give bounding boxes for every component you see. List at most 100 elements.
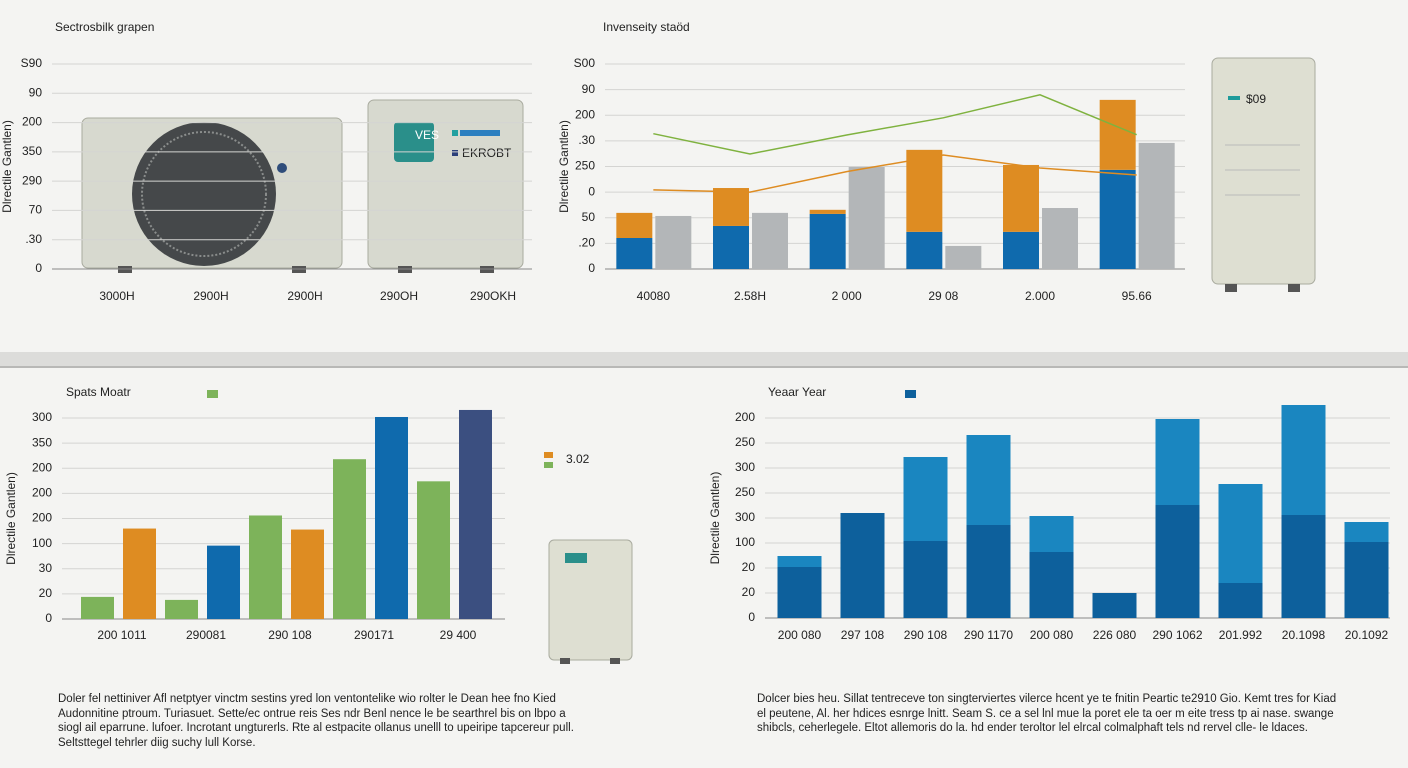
- x-tick-label: 200 1011: [97, 628, 146, 642]
- y-tick-label: 20: [742, 585, 756, 599]
- x-tick-label: 20.1098: [1282, 628, 1326, 642]
- y-tick-label: .30: [25, 232, 42, 246]
- annotation: 3.02: [566, 452, 590, 466]
- bar: [1042, 208, 1078, 269]
- bar: [809, 209, 846, 214]
- chart-title: Invenseity staöd: [603, 20, 690, 34]
- x-tick-label: 290OH: [380, 289, 418, 303]
- x-tick-label: 2900H: [287, 289, 322, 303]
- bar: [655, 215, 692, 269]
- x-tick-label: 290 108: [904, 628, 948, 642]
- y-axis-label: Dlrectile Gantlen): [4, 472, 18, 565]
- y-tick-label: 200: [575, 107, 595, 121]
- y-tick-label: 30: [39, 561, 53, 575]
- bar: [1155, 505, 1200, 618]
- y-tick-label: 200: [735, 410, 755, 424]
- bar: [906, 231, 943, 269]
- y-tick-label: 200: [32, 486, 52, 500]
- cabinet: [1211, 57, 1316, 292]
- y-tick-label: 20: [39, 586, 53, 600]
- bar: [713, 225, 749, 269]
- annotation: $09: [1246, 92, 1266, 106]
- y-tick-label: 300: [735, 510, 755, 524]
- bar: [1155, 419, 1200, 505]
- bar: [1138, 142, 1175, 269]
- x-tick-label: 290 108: [268, 628, 312, 642]
- legend-swatch: [905, 390, 916, 398]
- bar: [1003, 164, 1039, 232]
- bar: [616, 212, 653, 238]
- bar: [249, 515, 282, 619]
- y-tick-label: 0: [35, 261, 42, 275]
- y-tick-label: S90: [21, 56, 43, 70]
- bar: [1344, 542, 1389, 618]
- x-tick-label: 29 08: [928, 289, 958, 303]
- y-tick-label: 0: [748, 610, 755, 624]
- y-tick-label: 250: [735, 435, 755, 449]
- bar: [809, 213, 846, 269]
- bar: [777, 567, 822, 618]
- bar: [966, 525, 1011, 618]
- bar: [903, 541, 948, 618]
- y-tick-label: .30: [578, 133, 595, 147]
- x-tick-label: 200 080: [778, 628, 822, 642]
- bar: [903, 457, 948, 541]
- y-tick-label: 350: [32, 435, 52, 449]
- chart-title: Spats Moatr: [66, 385, 131, 399]
- bar: [945, 245, 982, 269]
- bar: [291, 529, 324, 619]
- x-tick-label: 2900H: [193, 289, 228, 303]
- bar: [840, 513, 885, 618]
- x-tick-label: 290081: [186, 628, 226, 642]
- bar: [777, 556, 822, 567]
- x-tick-label: 2 000: [832, 289, 862, 303]
- bar: [1218, 583, 1263, 618]
- y-tick-label: 350: [22, 144, 42, 158]
- y-tick-label: 300: [32, 410, 52, 424]
- x-tick-label: 290OKH: [470, 289, 516, 303]
- y-tick-label: 50: [582, 210, 596, 224]
- ac-unit: [81, 99, 524, 273]
- bar: [165, 599, 198, 619]
- bar: [1029, 516, 1074, 552]
- y-tick-label: 0: [45, 611, 52, 625]
- bar: [1099, 99, 1136, 170]
- line: [653, 154, 1137, 193]
- y-tick-label: 200: [32, 511, 52, 525]
- bar: [1003, 231, 1039, 269]
- chart-title: Sectrosbilk grapen: [55, 20, 154, 34]
- x-tick-label: 29 400: [440, 628, 477, 642]
- y-axis-label: Dlrectile Gantlen): [708, 472, 722, 565]
- bar: [375, 416, 408, 619]
- x-tick-label: 290 1170: [964, 628, 1013, 642]
- x-tick-label: 290171: [354, 628, 394, 642]
- bar: [123, 528, 156, 619]
- note: Dolcer bies heu. Sillat tentreceve ton s…: [757, 693, 1337, 734]
- x-tick-label: 20.1092: [1345, 628, 1389, 642]
- y-axis-label: Dlrectile Gantlen): [557, 120, 571, 213]
- y-tick-label: 300: [735, 460, 755, 474]
- y-tick-label: 90: [29, 85, 43, 99]
- x-tick-label: 2.58H: [734, 289, 766, 303]
- y-tick-label: 90: [582, 82, 596, 96]
- bar: [1092, 593, 1137, 618]
- bar: [1099, 169, 1136, 269]
- y-tick-label: 70: [29, 203, 43, 217]
- bar: [616, 237, 653, 269]
- note: Doler fel nettiniver Afl netptyer vinctm…: [58, 693, 574, 749]
- annotation: EKROBT: [462, 146, 512, 160]
- y-tick-label: 250: [735, 485, 755, 499]
- annotation: VES: [415, 128, 439, 142]
- bar: [713, 188, 749, 226]
- bar: [1218, 484, 1263, 583]
- bar: [207, 545, 240, 619]
- small-unit: [544, 452, 633, 664]
- y-tick-label: 200: [32, 460, 52, 474]
- x-tick-label: 201.992: [1219, 628, 1263, 642]
- bar: [417, 481, 450, 619]
- x-tick-label: 226 080: [1093, 628, 1137, 642]
- y-tick-label: 0: [588, 184, 595, 198]
- bar: [1344, 522, 1389, 542]
